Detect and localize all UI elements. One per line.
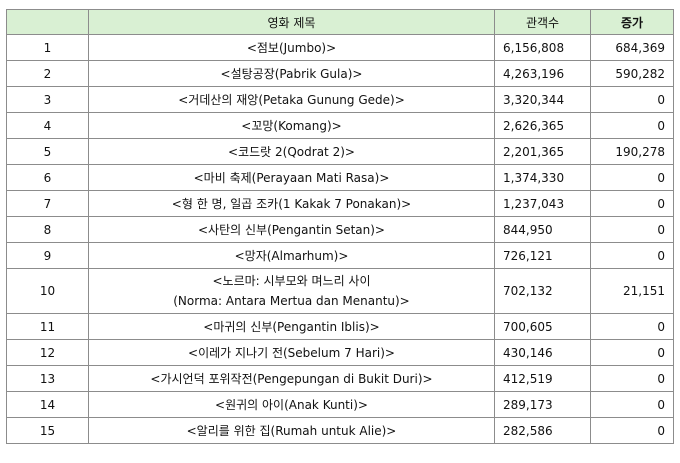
title-cell: <마비 축제(Perayaan Mati Rasa)> — [88, 164, 495, 191]
audience-cell: 6,156,808 — [494, 34, 591, 61]
title-cell: <코드랏 2(Qodrat 2)> — [88, 138, 495, 165]
increase-cell: 0 — [590, 365, 674, 392]
rank-header — [6, 9, 89, 35]
increase-cell: 590,282 — [590, 60, 674, 87]
rank-cell: 6 — [6, 164, 89, 191]
increase-cell: 190,278 — [590, 138, 674, 165]
rank-cell: 3 — [6, 86, 89, 113]
rank-cell: 13 — [6, 365, 89, 392]
title-cell: <거데산의 재앙(Petaka Gunung Gede)> — [88, 86, 495, 113]
audience-cell: 844,950 — [494, 216, 591, 243]
rank-cell: 9 — [6, 242, 89, 269]
title-header: 영화 제목 — [88, 9, 495, 35]
increase-cell: 0 — [590, 190, 674, 217]
title-line: <노르마: 시부모와 며느리 사이 — [212, 274, 371, 288]
increase-cell: 0 — [590, 391, 674, 418]
table-row: 13 <가시언덕 포위작전(Pengepungan di Bukit Duri)… — [6, 365, 674, 392]
title-cell: <설탕공장(Pabrik Gula)> — [88, 60, 495, 87]
rank-cell: 15 — [6, 417, 89, 444]
rank-cell: 2 — [6, 60, 89, 87]
audience-header: 관객수 — [494, 9, 591, 35]
title-cell: <점보(Jumbo)> — [88, 34, 495, 61]
audience-cell: 282,586 — [494, 417, 591, 444]
title-cell: <원귀의 아이(Anak Kunti)> — [88, 391, 495, 418]
rank-cell: 10 — [6, 268, 89, 314]
rank-cell: 5 — [6, 138, 89, 165]
table-row: 12 <이레가 지나기 전(Sebelum 7 Hari)> 430,146 0 — [6, 339, 674, 366]
title-line: (Norma: Antara Mertua dan Menantu)> — [173, 294, 410, 308]
audience-cell: 700,605 — [494, 313, 591, 340]
title-cell: <망자(Almarhum)> — [88, 242, 495, 269]
increase-cell: 0 — [590, 242, 674, 269]
increase-cell: 0 — [590, 313, 674, 340]
increase-cell: 21,151 — [590, 268, 674, 314]
audience-cell: 430,146 — [494, 339, 591, 366]
audience-cell: 1,374,330 — [494, 164, 591, 191]
title-cell: <형 한 명, 일곱 조카(1 Kakak 7 Ponakan)> — [88, 190, 495, 217]
increase-cell: 0 — [590, 164, 674, 191]
audience-cell: 3,320,344 — [494, 86, 591, 113]
table-row: 14 <원귀의 아이(Anak Kunti)> 289,173 0 — [6, 391, 674, 418]
table-row: 1 <점보(Jumbo)> 6,156,808 684,369 — [6, 34, 674, 61]
table-row: 10 <노르마: 시부모와 며느리 사이 (Norma: Antara Mert… — [6, 268, 674, 314]
table-row: 2 <설탕공장(Pabrik Gula)> 4,263,196 590,282 — [6, 60, 674, 87]
audience-cell: 726,121 — [494, 242, 591, 269]
table-row: 8 <사탄의 신부(Pengantin Setan)> 844,950 0 — [6, 216, 674, 243]
rank-cell: 1 — [6, 34, 89, 61]
rank-cell: 12 — [6, 339, 89, 366]
audience-cell: 412,519 — [494, 365, 591, 392]
rank-cell: 8 — [6, 216, 89, 243]
title-cell: <마귀의 신부(Pengantin Iblis)> — [88, 313, 495, 340]
table-row: 9 <망자(Almarhum)> 726,121 0 — [6, 242, 674, 269]
increase-cell: 0 — [590, 86, 674, 113]
audience-cell: 702,132 — [494, 268, 591, 314]
rank-cell: 11 — [6, 313, 89, 340]
audience-cell: 289,173 — [494, 391, 591, 418]
table-row: 5 <코드랏 2(Qodrat 2)> 2,201,365 190,278 — [6, 138, 674, 165]
increase-cell: 0 — [590, 112, 674, 139]
title-cell: <노르마: 시부모와 며느리 사이 (Norma: Antara Mertua … — [88, 268, 495, 314]
table-row: 15 <알리를 위한 집(Rumah untuk Alie)> 282,586 … — [6, 417, 674, 444]
title-cell: <꼬망(Komang)> — [88, 112, 495, 139]
audience-cell: 1,237,043 — [494, 190, 591, 217]
title-cell: <알리를 위한 집(Rumah untuk Alie)> — [88, 417, 495, 444]
title-cell: <가시언덕 포위작전(Pengepungan di Bukit Duri)> — [88, 365, 495, 392]
title-cell: <이레가 지나기 전(Sebelum 7 Hari)> — [88, 339, 495, 366]
increase-cell: 0 — [590, 339, 674, 366]
increase-cell: 0 — [590, 216, 674, 243]
increase-cell: 684,369 — [590, 34, 674, 61]
table-row: 4 <꼬망(Komang)> 2,626,365 0 — [6, 112, 674, 139]
rank-cell: 4 — [6, 112, 89, 139]
table-row: 6 <마비 축제(Perayaan Mati Rasa)> 1,374,330 … — [6, 164, 674, 191]
increase-cell: 0 — [590, 417, 674, 444]
rank-cell: 7 — [6, 190, 89, 217]
table-row: 3 <거데산의 재앙(Petaka Gunung Gede)> 3,320,34… — [6, 86, 674, 113]
rank-cell: 14 — [6, 391, 89, 418]
increase-header: 증가 — [590, 9, 674, 35]
audience-cell: 4,263,196 — [494, 60, 591, 87]
box-office-table: 영화 제목 관객수 증가 1 <점보(Jumbo)> 6,156,808 684… — [6, 9, 674, 444]
title-cell: <사탄의 신부(Pengantin Setan)> — [88, 216, 495, 243]
audience-cell: 2,626,365 — [494, 112, 591, 139]
table-row: 7 <형 한 명, 일곱 조카(1 Kakak 7 Ponakan)> 1,23… — [6, 190, 674, 217]
table-row: 11 <마귀의 신부(Pengantin Iblis)> 700,605 0 — [6, 313, 674, 340]
header-row: 영화 제목 관객수 증가 — [6, 9, 674, 35]
audience-cell: 2,201,365 — [494, 138, 591, 165]
